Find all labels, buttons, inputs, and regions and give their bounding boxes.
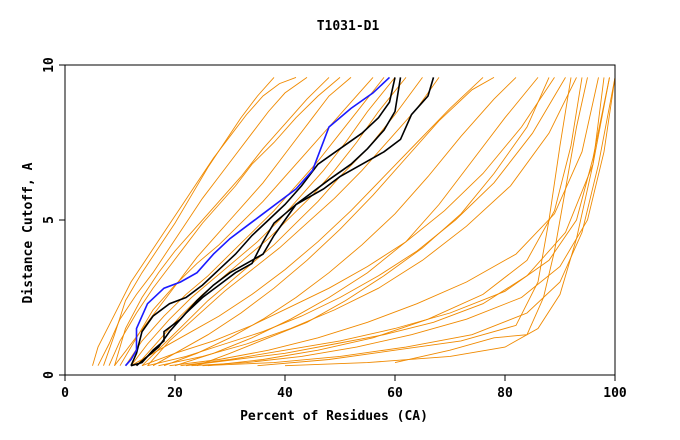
background-model-line-19 [191, 77, 616, 367]
background-model-line-18 [180, 77, 610, 367]
background-model-line-23 [202, 77, 616, 367]
background-model-line-17 [169, 77, 599, 367]
background-model-line-29 [207, 77, 583, 367]
background-model-line-13 [152, 77, 495, 367]
background-model-line-14 [163, 77, 517, 367]
blue-model-line [124, 76, 391, 367]
background-model-line-9 [141, 77, 423, 367]
x-tick-label: 40 [277, 386, 293, 401]
background-model-line-1 [92, 76, 297, 366]
x-tick-label: 100 [603, 386, 627, 401]
y-tick-label: 10 [42, 57, 57, 73]
background-model-line-25 [394, 77, 588, 364]
background-model-line-8 [136, 77, 407, 366]
highlight-model-lines [124, 76, 435, 367]
black-model-line-2 [130, 77, 402, 367]
x-tick-label: 20 [167, 386, 183, 401]
background-model-line-21 [141, 77, 555, 367]
background-model-line-24 [284, 77, 605, 367]
x-axis-label: Percent of Residues (CA) [240, 409, 428, 424]
x-tick-label: 0 [61, 386, 69, 401]
background-model-line-28 [196, 77, 550, 367]
background-model-line-22 [185, 77, 610, 367]
y-tick-label: 0 [42, 371, 57, 379]
background-model-line-16 [158, 77, 577, 367]
background-model-line-6 [125, 77, 385, 366]
background-model-line-15 [174, 77, 539, 367]
background-model-line-7 [130, 77, 396, 366]
black-model-line-3 [135, 77, 435, 367]
background-model-line-10 [147, 77, 440, 366]
background-model-line-26 [257, 77, 572, 367]
background-model-line-4 [114, 77, 352, 366]
background-model-lines [92, 76, 616, 367]
y-tick-label: 5 [42, 216, 57, 224]
x-axis-ticks: 0 20 40 60 80 100 [61, 375, 627, 401]
x-tick-label: 60 [387, 386, 403, 401]
background-model-line-2 [97, 77, 308, 366]
background-model-line-3 [108, 77, 341, 366]
chart-title: T1031-D1 [317, 19, 380, 34]
y-axis-ticks: 0 5 10 [42, 57, 65, 379]
y-axis-label: Distance Cutoff, A [21, 162, 36, 303]
plot-frame [64, 64, 616, 376]
background-model-line-12 [114, 77, 330, 366]
background-model-line-11 [103, 77, 275, 366]
x-tick-label: 80 [497, 386, 513, 401]
black-model-line-1 [130, 77, 396, 367]
background-model-line-20 [147, 77, 566, 367]
background-model-line-27 [130, 77, 484, 367]
